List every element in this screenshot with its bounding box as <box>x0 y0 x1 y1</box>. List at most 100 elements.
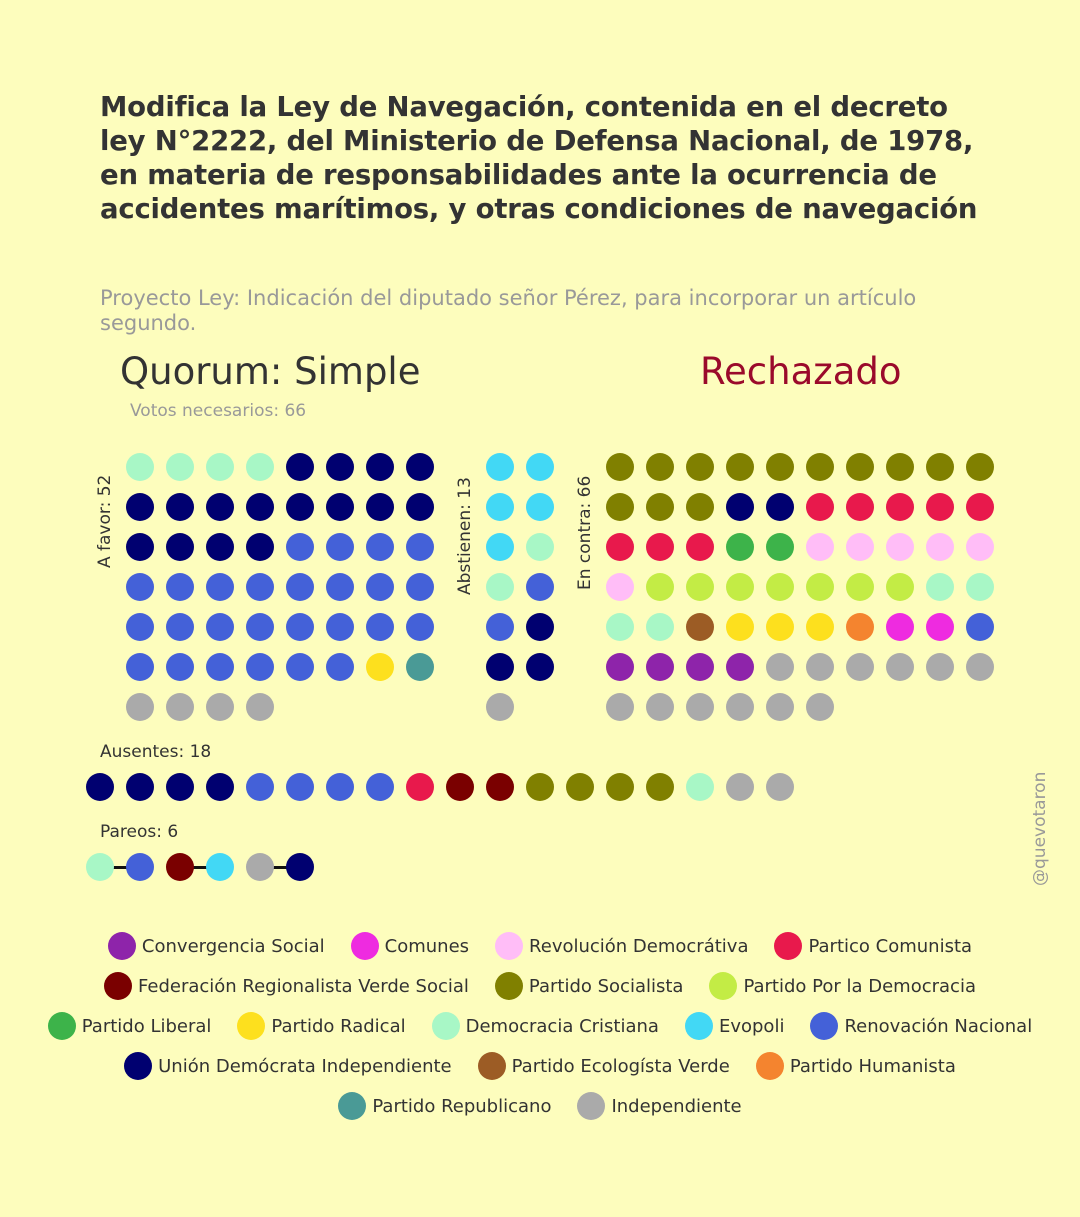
en-contra-dot <box>846 573 874 601</box>
a-favor-dot <box>126 453 154 481</box>
quorum-label: Quorum: Simple <box>120 350 421 393</box>
legend-swatch <box>124 1052 153 1080</box>
en-contra-dot <box>806 653 834 681</box>
legend-label: Democracia Cristiana <box>465 1015 659 1037</box>
a-favor-dot <box>206 453 234 481</box>
ausentes-dot <box>526 773 554 801</box>
abstienen-dot <box>486 493 514 521</box>
ausentes-dot <box>766 773 794 801</box>
en-contra-dot <box>766 533 794 561</box>
a-favor-dot <box>126 613 154 641</box>
ausentes-dot <box>406 773 434 801</box>
a-favor-dot <box>406 573 434 601</box>
abstienen-dot <box>486 533 514 561</box>
ausentes-dot <box>446 773 474 801</box>
legend-item: Evopoli <box>684 1012 784 1040</box>
a-favor-dot <box>286 613 314 641</box>
en-contra-dot <box>646 533 674 561</box>
en-contra-dot <box>606 533 634 561</box>
legend-label: Federación Regionalista Verde Social <box>138 975 469 997</box>
ausentes-dot <box>126 773 154 801</box>
legend-swatch <box>684 1012 713 1040</box>
en-contra-dot <box>806 693 834 721</box>
en-contra-dot <box>646 693 674 721</box>
legend-label: Partido Republicano <box>372 1095 552 1117</box>
legend-label: Revolución Democrátiva <box>529 935 749 957</box>
a-favor-dot <box>206 493 234 521</box>
ausentes-dot <box>366 773 394 801</box>
en-contra-dot <box>846 493 874 521</box>
ausentes-dot <box>166 773 194 801</box>
legend-item: Partido Radical <box>237 1012 406 1040</box>
en-contra-dot <box>966 613 994 641</box>
legend-swatch <box>774 932 803 960</box>
en-contra-dot <box>806 613 834 641</box>
a-favor-dot <box>406 453 434 481</box>
a-favor-dot <box>206 573 234 601</box>
legend-label: Partido Ecologísta Verde <box>511 1055 730 1077</box>
en-contra-dot <box>846 533 874 561</box>
en-contra-dot <box>606 613 634 641</box>
a-favor-dot <box>246 573 274 601</box>
a-favor-dot <box>286 573 314 601</box>
legend-swatch <box>237 1012 266 1040</box>
legend-item: Federación Regionalista Verde Social <box>104 972 469 1000</box>
en-contra-label: En contra: 66 <box>575 475 595 590</box>
votes-needed: Votos necesarios: 66 <box>130 401 307 421</box>
a-favor-dot <box>326 453 354 481</box>
en-contra-dot <box>926 533 954 561</box>
a-favor-dot <box>246 453 274 481</box>
legend-label: Partido Por la Democracia <box>743 975 976 997</box>
en-contra-dot <box>926 613 954 641</box>
en-contra-dot <box>766 573 794 601</box>
legend-row: Partido Liberal Partido Radical Democracia… <box>0 1006 1080 1046</box>
en-contra-dot <box>646 653 674 681</box>
a-favor-dot <box>326 653 354 681</box>
pareo-dot <box>246 853 274 881</box>
ausentes-dot <box>286 773 314 801</box>
a-favor-dot <box>126 493 154 521</box>
en-contra-dot <box>686 693 714 721</box>
a-favor-dot <box>406 613 434 641</box>
legend-item: Unión Demócrata Independiente <box>124 1052 452 1080</box>
legend-label: Renovación Nacional <box>844 1015 1033 1037</box>
legend-label: Partico Comunista <box>808 935 973 957</box>
legend-swatch <box>577 1092 606 1120</box>
legend-item: Partico Comunista <box>774 932 972 960</box>
en-contra-dot <box>806 493 834 521</box>
ausentes-dot <box>726 773 754 801</box>
ausentes-dot <box>486 773 514 801</box>
a-favor-dot <box>406 493 434 521</box>
en-contra-dot <box>686 613 714 641</box>
en-contra-dot <box>686 493 714 521</box>
en-contra-dot <box>766 453 794 481</box>
ausentes-dot <box>246 773 274 801</box>
ausentes-dot <box>686 773 714 801</box>
legend-label: Comunes <box>384 935 470 957</box>
en-contra-dot <box>966 533 994 561</box>
pareo-dot <box>166 853 194 881</box>
pareo-dot <box>86 853 114 881</box>
a-favor-dot <box>126 533 154 561</box>
en-contra-dot <box>686 573 714 601</box>
en-contra-dot <box>846 613 874 641</box>
a-favor-dot <box>326 573 354 601</box>
legend-item: Convergencia Social <box>107 932 325 960</box>
legend-item: Partido Liberal <box>47 1012 211 1040</box>
a-favor-dot <box>366 453 394 481</box>
legend-label: Partido Socialista <box>528 975 684 997</box>
a-favor-dot <box>286 653 314 681</box>
en-contra-dot <box>886 653 914 681</box>
legend-label: Convergencia Social <box>141 935 325 957</box>
a-favor-dot <box>366 613 394 641</box>
en-contra-dot <box>606 693 634 721</box>
abstienen-dot <box>486 453 514 481</box>
legend-swatch <box>47 1012 76 1040</box>
en-contra-dot <box>966 453 994 481</box>
legend-label: Partido Humanista <box>789 1055 956 1077</box>
legend-item: Independiente <box>577 1092 742 1120</box>
a-favor-dot <box>206 653 234 681</box>
abstienen-dot <box>486 613 514 641</box>
en-contra-dot <box>646 573 674 601</box>
legend-row: Unión Demócrata Independiente Partido Eco… <box>0 1046 1080 1086</box>
